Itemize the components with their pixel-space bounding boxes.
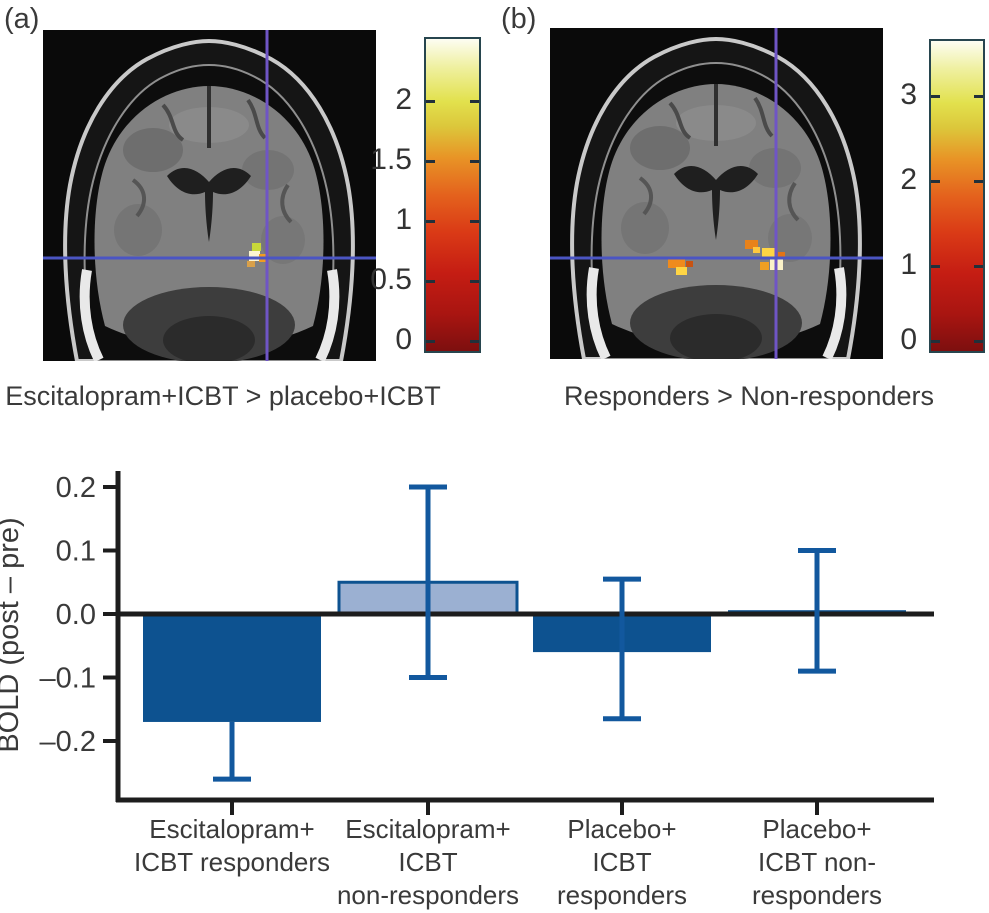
x-category-label: ICBT (592, 847, 651, 877)
x-category-label: Placebo+ (567, 814, 676, 844)
colorbar-tick-mark (974, 95, 983, 98)
panel-a-label: (a) (4, 3, 40, 35)
colorbar-tick-mark (426, 100, 435, 103)
colorbar-tick-mark (974, 265, 983, 268)
colorbar-tick-mark (470, 280, 479, 283)
panel-b-label: (b) (501, 3, 537, 35)
colorbar-tick-mark (931, 340, 940, 343)
x-category-label: Escitalopram+ (149, 814, 314, 844)
brain-mri-coronal-panel-a (43, 30, 376, 361)
x-category-label: Placebo+ (762, 814, 871, 844)
x-category-label: ICBT responders (134, 847, 330, 877)
colorbar-tick-mark (426, 340, 435, 343)
colorbar-tick-mark (426, 160, 435, 163)
y-axis-title: BOLD (post – pre) (0, 517, 25, 752)
x-category-label: responders (752, 880, 882, 910)
colorbar-tick-label: 1 (395, 203, 412, 236)
colorbar-tick-label: 2 (395, 83, 412, 116)
colorbar-tick-label: 0.5 (370, 263, 412, 296)
colorbar-tick-mark (931, 265, 940, 268)
y-tick-label: –0.1 (40, 663, 96, 695)
colorbar-tick-label: 2 (900, 163, 917, 196)
colorbar-tick-mark (974, 340, 983, 343)
x-category-label: ICBT non- (758, 847, 876, 877)
y-tick-label: 0.1 (56, 536, 96, 568)
colorbar-tick-label: 1 (900, 248, 917, 281)
colorbar-b (929, 39, 985, 353)
colorbar-tick-mark (931, 95, 940, 98)
brain-mri-coronal-panel-b (550, 28, 883, 359)
colorbar-a (424, 37, 481, 353)
colorbar-tick-label: 0 (900, 323, 917, 356)
colorbar-a-tick-labels: 2 1.5 1 0.5 0 (350, 37, 412, 356)
x-category-label: ICBT (398, 847, 457, 877)
colorbar-tick-mark (426, 280, 435, 283)
x-category-label: Escitalopram+ (345, 814, 510, 844)
bar (143, 614, 321, 722)
y-tick-label: 0.2 (56, 472, 96, 504)
colorbar-b-tick-labels: 3 2 1 0 (855, 39, 917, 356)
colorbar-tick-mark (974, 180, 983, 183)
panel-a-caption: Escitalopram+ICBT > placebo+ICBT (5, 381, 441, 411)
colorbar-tick-label: 1.5 (370, 143, 412, 176)
colorbar-tick-mark (470, 340, 479, 343)
colorbar-tick-mark (931, 180, 940, 183)
colorbar-tick-mark (470, 100, 479, 103)
x-category-label: non-responders (337, 880, 519, 910)
y-tick-label: –0.2 (40, 726, 96, 758)
colorbar-tick-mark (470, 160, 479, 163)
colorbar-tick-label: 0 (395, 323, 412, 356)
y-tick-label: 0.0 (56, 599, 96, 631)
panel-b-caption: Responders > Non-responders (564, 381, 934, 411)
colorbar-tick-mark (426, 220, 435, 223)
x-category-label: responders (557, 880, 687, 910)
colorbar-tick-mark (470, 220, 479, 223)
colorbar-tick-label: 3 (900, 78, 917, 111)
